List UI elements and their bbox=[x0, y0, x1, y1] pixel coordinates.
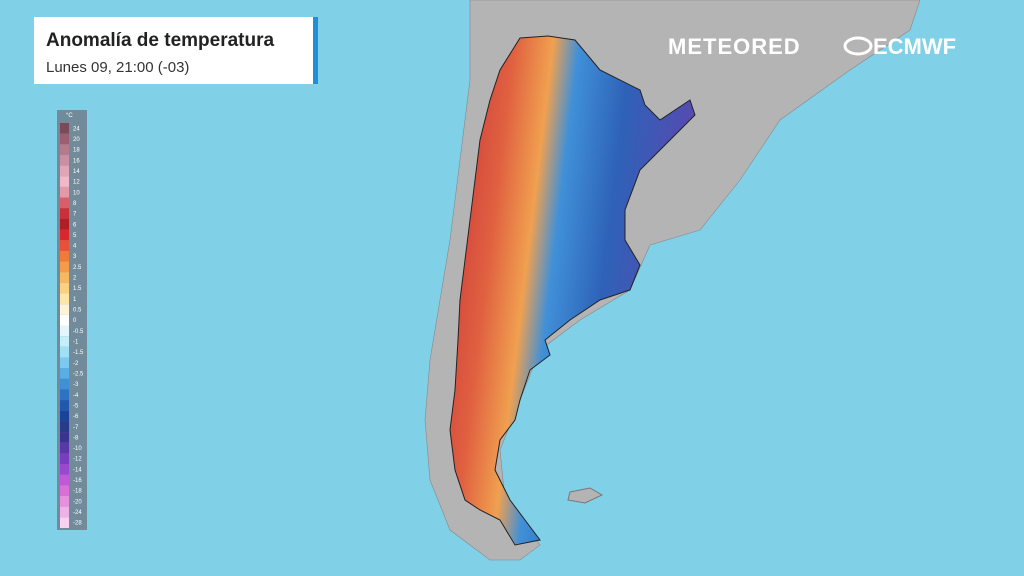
legend-unit: °C bbox=[66, 113, 73, 119]
title: Anomalía de temperatura bbox=[46, 30, 274, 51]
legend-label: -2.5 bbox=[73, 371, 84, 377]
title-box bbox=[34, 17, 318, 84]
legend-swatch bbox=[60, 229, 69, 241]
legend-label: -14 bbox=[73, 467, 82, 473]
title-accent bbox=[313, 17, 318, 84]
legend-label: -0.5 bbox=[73, 329, 84, 335]
legend-label: 18 bbox=[73, 148, 80, 154]
legend-swatch bbox=[60, 293, 69, 305]
legend-label: 0 bbox=[73, 318, 77, 324]
legend-swatch bbox=[60, 432, 69, 443]
legend-swatch bbox=[60, 250, 69, 262]
legend-swatch bbox=[60, 389, 69, 401]
legend-swatch bbox=[60, 240, 69, 251]
legend-label: 20 bbox=[73, 137, 80, 143]
legend-swatch bbox=[60, 410, 69, 422]
legend-swatch bbox=[60, 368, 69, 379]
legend-label: 12 bbox=[73, 180, 80, 186]
argentina bbox=[449, 35, 696, 546]
legend-label: -10 bbox=[73, 446, 82, 452]
legend-label: 1.5 bbox=[73, 286, 82, 292]
legend-label: 2.5 bbox=[73, 265, 82, 271]
legend-label: 16 bbox=[73, 158, 80, 164]
legend-label: 1 bbox=[73, 297, 77, 303]
legend-label: -5 bbox=[73, 403, 79, 409]
legend-label: 0.5 bbox=[73, 308, 82, 314]
legend-label: -12 bbox=[73, 457, 82, 463]
legend-label: 14 bbox=[73, 169, 80, 175]
legend-swatch bbox=[60, 261, 69, 273]
legend-label: 10 bbox=[73, 190, 80, 196]
legend-swatch bbox=[60, 197, 69, 209]
legend-swatch bbox=[60, 421, 69, 433]
legend-swatch bbox=[60, 325, 69, 337]
legend-label: -7 bbox=[73, 425, 79, 431]
legend-swatch bbox=[60, 304, 69, 315]
legend-swatch bbox=[60, 208, 69, 219]
legend-swatch bbox=[60, 378, 69, 390]
legend-label: 5 bbox=[73, 233, 77, 239]
legend-swatch bbox=[60, 314, 69, 326]
legend-swatch bbox=[60, 186, 69, 198]
legend-swatch bbox=[60, 176, 69, 187]
model-logo: ECMWF bbox=[873, 34, 956, 59]
legend-swatch bbox=[60, 144, 69, 155]
legend-label: -18 bbox=[73, 489, 82, 495]
legend-swatch bbox=[60, 154, 69, 166]
legend-label: -3 bbox=[73, 382, 79, 388]
legend-label: -8 bbox=[73, 435, 79, 441]
legend-label: -4 bbox=[73, 393, 79, 399]
island bbox=[567, 487, 604, 504]
legend-label: -28 bbox=[73, 521, 82, 527]
model-icon bbox=[843, 36, 873, 56]
legend-swatch bbox=[60, 123, 69, 134]
legend-swatch bbox=[60, 442, 69, 454]
legend: 24 20 18 16 14 12 10 8 7 6 5 4 3 2.5 2 1.5 1 0.5 0 -0.5 -1 -1… bbox=[60, 123, 84, 528]
legend-swatch bbox=[60, 474, 69, 486]
legend-swatch bbox=[60, 282, 69, 294]
legend-swatch bbox=[60, 272, 69, 283]
legend-swatch bbox=[60, 517, 69, 528]
legend-swatch bbox=[60, 485, 69, 497]
legend-swatch bbox=[60, 336, 69, 347]
legend-swatch bbox=[60, 464, 69, 475]
legend-label: -20 bbox=[73, 499, 82, 505]
legend-label: 6 bbox=[73, 222, 77, 228]
legend-swatch bbox=[60, 218, 69, 230]
legend-label: -16 bbox=[73, 478, 82, 484]
legend-label: 8 bbox=[73, 201, 77, 207]
legend-label: -1.5 bbox=[73, 350, 84, 356]
legend-label: 4 bbox=[73, 244, 77, 250]
legend-label: -24 bbox=[73, 510, 82, 516]
legend-swatch bbox=[60, 346, 69, 358]
legend-label: -6 bbox=[73, 414, 79, 420]
legend-swatch bbox=[60, 506, 69, 518]
brand-logo: METEORED bbox=[668, 34, 801, 59]
subtitle: Lunes 09, 21:00 (-03) bbox=[46, 59, 189, 76]
legend-label: 7 bbox=[73, 212, 77, 218]
legend-swatch bbox=[60, 133, 69, 145]
legend-swatch bbox=[60, 496, 69, 507]
legend-swatch bbox=[60, 357, 69, 369]
legend-label: -1 bbox=[73, 339, 79, 345]
legend-swatch bbox=[60, 165, 69, 177]
legend-swatch bbox=[60, 453, 69, 465]
legend-label: 3 bbox=[73, 254, 77, 260]
legend-label: 24 bbox=[73, 126, 80, 132]
legend-label: -2 bbox=[73, 361, 79, 367]
legend-swatch bbox=[60, 400, 69, 411]
legend-label: 2 bbox=[73, 276, 77, 282]
